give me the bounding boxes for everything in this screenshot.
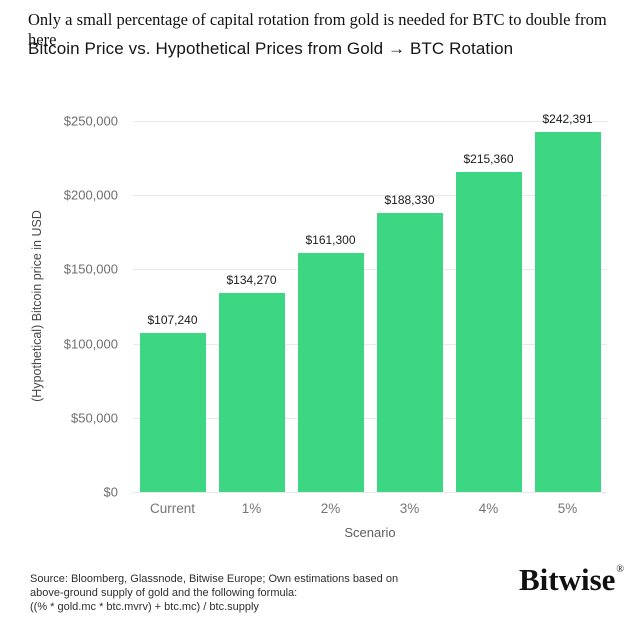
bar-4pct [455, 172, 522, 492]
y-axis-ticks: $0 $50,000 $100,000 $150,000 $200,000 $250,00… [0, 114, 118, 500]
y-tick-label: $0 [103, 484, 118, 500]
x-tick-label: 3% [399, 501, 420, 516]
x-axis-title: Scenario [344, 525, 396, 540]
source-note: Source: Bloomberg, Glassnode, Bitwise Eu… [30, 572, 398, 614]
bar-value-label: $188,330 [384, 192, 435, 207]
bar-value-label: $242,391 [542, 112, 593, 127]
plot-area: $107,240 $134,270 $161,300 $188,330 $215,360… [133, 112, 607, 493]
x-tick-label: 4% [478, 501, 499, 516]
x-tick-label: 2% [320, 501, 341, 516]
bar-5pct [534, 132, 601, 492]
source-line: Source: Bloomberg, Glassnode, Bitwise Eu… [30, 573, 399, 585]
y-tick-label: $100,000 [63, 336, 118, 352]
registered-mark-icon: ® [616, 564, 624, 575]
y-tick-label: $150,000 [63, 261, 118, 277]
y-tick-label: $200,000 [63, 187, 118, 203]
bar-value-label: $134,270 [226, 272, 277, 287]
source-line: ((% * gold.mc * btc.mvrv) + btc.mc) / bt… [30, 601, 259, 613]
y-tick-label: $50,000 [71, 410, 118, 426]
source-line: above-ground supply of gold and the foll… [30, 587, 298, 599]
x-tick-label: 5% [557, 501, 578, 516]
gridline [133, 121, 607, 122]
headline: Only a small percentage of capital rotat… [28, 10, 607, 49]
x-axis-ticks: Current 1% 2% 3% 4% 5% [133, 501, 607, 519]
x-tick-label: Current [149, 501, 196, 516]
gridline [133, 492, 607, 493]
bar-1pct [218, 292, 285, 492]
bar-value-label: $161,300 [305, 232, 356, 247]
bitwise-logo-text: Bitwise [518, 562, 616, 597]
x-tick-label: 1% [241, 501, 262, 516]
gridline [133, 269, 607, 271]
bar-2pct [297, 252, 364, 492]
y-tick-label: $250,000 [63, 113, 118, 129]
gridline [133, 417, 607, 419]
chart-title: Bitcoin Price vs. Hypothetical Prices fr… [28, 39, 514, 58]
gridline [133, 343, 607, 345]
bitwise-logo: Bitwise® [519, 562, 624, 598]
bar-3pct [376, 212, 443, 492]
bar-current [139, 332, 206, 492]
gridline [133, 195, 607, 197]
bar-value-label: $107,240 [147, 312, 198, 327]
bar-value-label: $215,360 [463, 152, 514, 167]
